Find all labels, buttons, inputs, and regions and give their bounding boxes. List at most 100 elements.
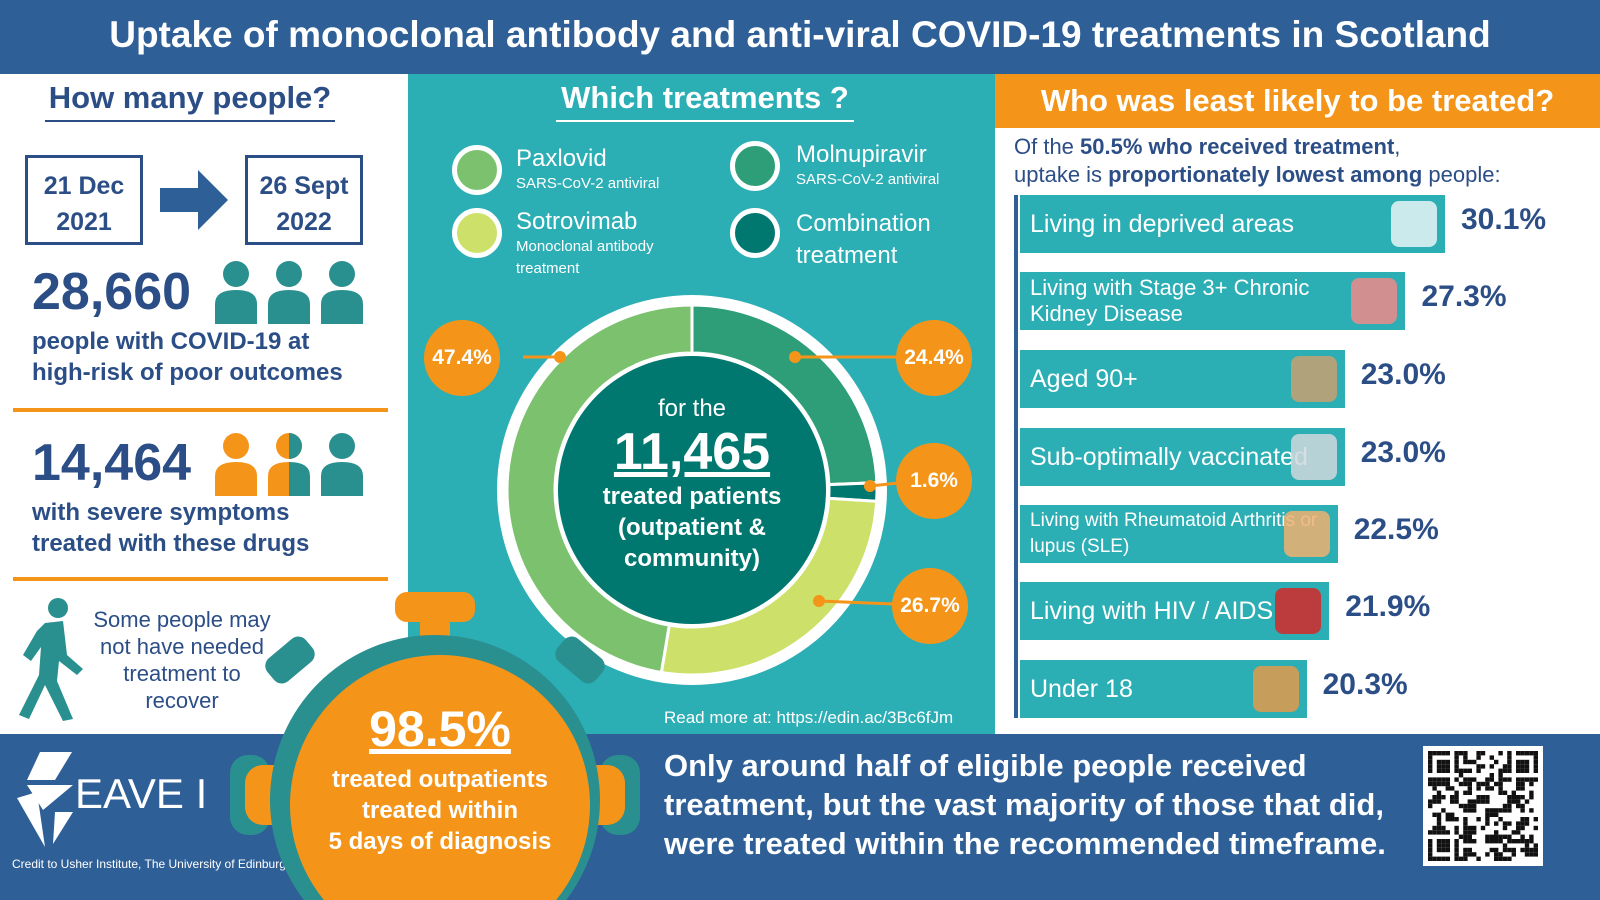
qr-module (1533, 777, 1538, 782)
qr-module (1502, 764, 1508, 769)
qr-module (1441, 847, 1446, 853)
qr-module (1529, 777, 1534, 782)
qr-module (1467, 847, 1472, 853)
qr-module (1516, 799, 1521, 804)
qr-module (1463, 768, 1468, 773)
qr-module (1467, 834, 1472, 839)
qr-module (1454, 777, 1459, 782)
qr-module (1516, 764, 1521, 769)
legend-combination: Combination treatment (730, 208, 931, 272)
footer-message: Only around half of eligible people rece… (664, 746, 1386, 863)
stopwatch-line: 5 days of diagnosis (328, 828, 552, 855)
qr-module (1454, 839, 1459, 844)
qr-module (1502, 847, 1508, 853)
qr-module (1476, 786, 1481, 791)
qr-module (1472, 839, 1477, 844)
qr-module (1472, 830, 1477, 835)
qr-module (1436, 799, 1442, 804)
qr-module (1485, 786, 1490, 791)
qr-module (1467, 803, 1472, 809)
qr-module (1463, 755, 1468, 760)
children-icon (1252, 666, 1299, 712)
read-more-link[interactable]: Read more at: https://edin.ac/3Bc6fJm (664, 708, 954, 727)
qr-module (1445, 817, 1450, 822)
donut-center-circle (558, 356, 826, 624)
qr-module (1467, 825, 1472, 831)
qr-module (1529, 808, 1534, 813)
elderly-people-icon (1290, 356, 1337, 402)
qr-module (1507, 803, 1512, 809)
leader-line (818, 599, 895, 606)
qr-module (1520, 759, 1525, 765)
qr-module (1520, 781, 1525, 787)
qr-module (1516, 830, 1521, 835)
qr-code[interactable] (1423, 746, 1543, 866)
qr-module (1467, 759, 1472, 765)
qr-module (1533, 751, 1538, 756)
divider (13, 577, 388, 581)
qr-module (1498, 777, 1503, 782)
qr-module (1436, 843, 1442, 848)
qr-module (1520, 764, 1525, 769)
qr-module (1467, 799, 1472, 804)
qr-module (1524, 839, 1530, 844)
qr-module (1436, 839, 1442, 844)
qr-module (1476, 817, 1481, 822)
qr-module (1454, 799, 1459, 804)
eligible-desc-line: people with COVID-19 at (32, 328, 310, 355)
qr-module (1467, 808, 1472, 813)
qr-module (1454, 790, 1459, 795)
qr-module (1489, 812, 1494, 817)
qr-module (1498, 834, 1503, 839)
qr-module (1454, 751, 1459, 756)
qr-module (1485, 821, 1490, 826)
qr-module (1498, 768, 1503, 773)
qr-module (1454, 843, 1459, 848)
qr-module (1476, 795, 1481, 800)
qr-module (1441, 843, 1446, 848)
qr-module (1533, 759, 1538, 765)
qr-module (1450, 786, 1455, 791)
note-line: Some people may (93, 607, 271, 632)
qr-module (1507, 847, 1512, 853)
qr-module (1498, 751, 1503, 756)
qr-module (1520, 821, 1525, 826)
qr-module (1441, 759, 1446, 765)
intro-text: , (1394, 134, 1401, 159)
qr-module (1507, 759, 1512, 765)
logo-text: EAVE II (75, 770, 205, 817)
qr-module (1463, 777, 1468, 782)
qr-module (1428, 852, 1433, 857)
qr-module (1472, 803, 1477, 809)
legend-sotrovimab: Sotrovimab Monoclonal antibody treatment (452, 208, 676, 280)
qr-module (1485, 812, 1490, 817)
credit: Credit to Usher Institute, The Universit… (12, 857, 293, 871)
qr-module (1489, 847, 1494, 853)
right-intro: Of the 50.5% who received treatment, upt… (1014, 133, 1594, 189)
qr-module (1436, 817, 1442, 822)
qr-module (1445, 839, 1450, 844)
hand-joint-icon (1283, 511, 1330, 557)
qr-module (1436, 847, 1442, 853)
qr-module (1498, 808, 1503, 813)
leader-dot (554, 351, 566, 363)
qr-module (1516, 821, 1521, 826)
qr-module (1472, 852, 1477, 857)
qr-module (1502, 790, 1508, 795)
qr-module (1463, 821, 1468, 826)
qr-module (1428, 764, 1433, 769)
qr-module (1480, 781, 1486, 787)
qr-module (1489, 808, 1494, 813)
legend-sub: treatment (796, 242, 898, 269)
qr-module (1458, 773, 1464, 778)
legend-swatch (730, 208, 780, 258)
qr-module (1502, 777, 1508, 782)
left-heading: How many people? (45, 80, 335, 122)
intro-text: Of the (1014, 134, 1081, 159)
qr-module (1498, 817, 1503, 822)
qr-module (1494, 781, 1499, 787)
qr-module (1485, 852, 1490, 857)
qr-module (1507, 795, 1512, 800)
qr-module (1480, 795, 1486, 800)
qr-module (1516, 777, 1521, 782)
